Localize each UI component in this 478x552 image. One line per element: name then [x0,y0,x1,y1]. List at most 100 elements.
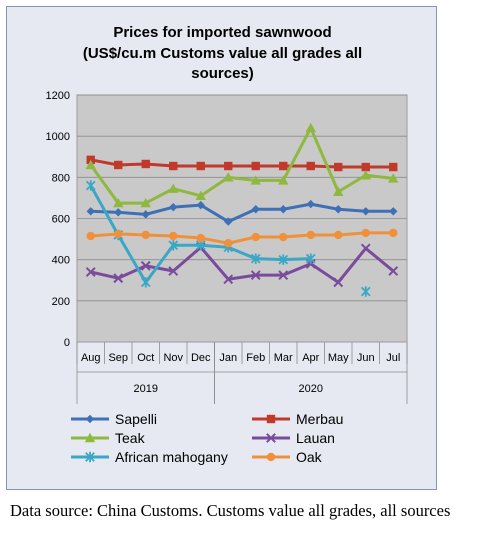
legend-marker-african-mahogany [85,451,95,463]
data-point-oak [169,231,178,241]
x-group-label: 2020 [299,383,323,395]
data-point-sapelli [169,202,178,212]
data-point-sapelli [141,210,150,219]
data-point-teak [333,186,344,196]
data-point-sapelli [251,205,260,214]
data-point-lauan [85,267,96,277]
data-point-oak [224,239,233,248]
data-point-lauan [278,270,289,281]
data-point-merbau [306,161,315,171]
legend-marker-lauan [266,433,276,443]
x-tick-label: Jan [219,352,237,364]
data-point-teak [360,170,371,180]
data-point-african-mahogany [168,240,179,251]
data-point-merbau [196,161,205,171]
data-point-oak [251,232,260,242]
data-point-oak [306,230,315,240]
series-line-sapelli [90,202,394,224]
data-source-caption: Data source: China Customs. Customs valu… [10,501,451,520]
data-point-african-mahogany [305,253,316,264]
data-point-sapelli [389,207,398,216]
y-tick-label: 0 [64,337,70,349]
x-tick-label: Apr [302,352,319,364]
y-tick-label: 1000 [46,131,70,143]
legend-label-african-mahogany: African mahogany [115,449,228,465]
series-line-lauan [90,245,395,284]
legend-marker-sapelli [85,414,95,424]
data-point-oak [86,231,95,241]
data-point-teak [388,173,399,183]
x-tick-label: Aug [81,352,101,364]
chart-figure: Prices for imported sawnwood (US$/cu.m C… [6,6,437,490]
data-point-oak [141,230,150,240]
data-point-sapelli [224,217,233,226]
data-point-merbau [224,161,233,171]
data-point-oak [114,229,123,239]
legend-marker-oak [266,452,276,462]
legend-label-merbau: Merbau [296,411,343,427]
y-tick-label: 800 [52,172,70,184]
data-point-merbau [114,160,123,170]
data-point-lauan [388,266,399,276]
legend-marker-teak [84,432,96,443]
data-point-oak [334,230,343,240]
x-tick-label: Mar [274,352,293,364]
data-point-sapelli [334,205,343,214]
data-point-merbau [361,162,370,172]
data-point-sapelli [361,207,370,216]
data-point-merbau [279,161,288,171]
data-point-lauan [250,270,261,281]
data-point-teak [195,190,206,201]
legend-label-lauan: Lauan [296,430,335,446]
data-point-african-mahogany [85,180,96,191]
data-point-merbau [251,161,260,171]
x-group-label: 2019 [134,383,158,395]
data-point-lauan [140,260,151,271]
x-tick-label: Jul [386,352,400,364]
data-point-teak [168,183,179,193]
data-point-oak [279,232,288,242]
data-point-sapelli [86,207,95,216]
y-tick-label: 400 [52,255,70,267]
data-point-sapelli [114,208,123,217]
x-tick-label: Nov [163,352,183,364]
x-tick-label: Feb [246,352,265,364]
data-point-sapelli [279,205,288,214]
data-point-oak [196,233,205,243]
legend-marker-merbau [266,414,276,424]
data-point-merbau [169,161,178,171]
data-point-teak [305,122,316,133]
data-point-teak [140,197,151,208]
series-line-teak [89,126,394,205]
data-point-lauan [113,273,124,284]
data-point-teak [278,175,289,185]
chart-title: Prices for imported sawnwood [113,24,332,41]
data-point-lauan [223,274,234,285]
x-tick-label: Oct [137,352,154,364]
data-point-teak [250,175,261,185]
x-tick-label: Jun [357,352,375,364]
data-point-merbau [141,159,150,169]
data-point-merbau [334,162,343,172]
series-line-merbau [90,158,394,169]
data-point-teak [113,197,124,208]
data-point-african-mahogany [278,254,289,265]
chart-subtitle: (US$/cu.m Customs value all grades all s… [82,45,363,82]
x-tick-label: May [328,352,349,364]
legend-label-sapelli: Sapelli [115,411,157,427]
y-tick-label: 1200 [46,90,70,102]
data-point-lauan [168,266,179,276]
data-point-oak [389,228,398,238]
series-line-oak [90,231,394,245]
data-point-lauan [360,243,371,254]
data-point-oak [361,228,370,238]
legend-label-oak: Oak [296,449,323,465]
x-tick-label: Sep [108,352,128,364]
data-point-sapelli [196,200,205,210]
data-point-merbau [389,162,398,172]
data-point-teak [85,159,96,170]
data-point-teak [223,172,234,182]
x-tick-label: Dec [191,352,211,364]
y-tick-label: 600 [52,214,70,226]
legend-label-teak: Teak [115,430,146,446]
